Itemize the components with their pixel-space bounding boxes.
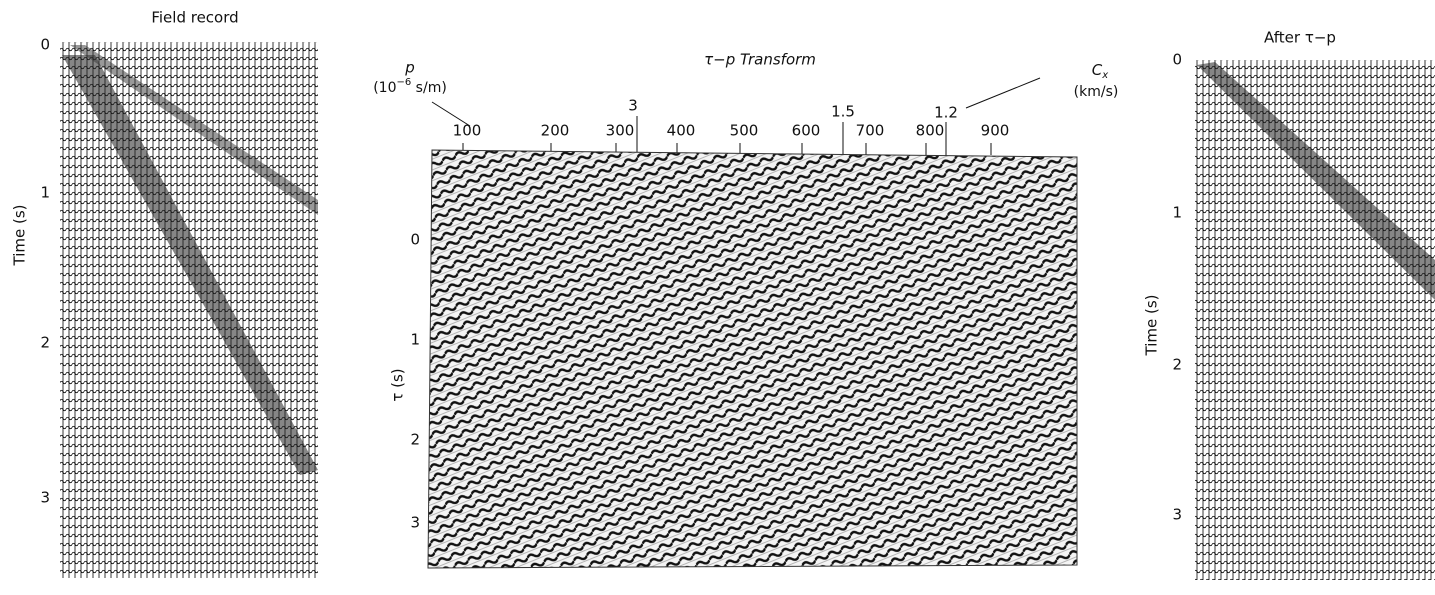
p-tick-label: 600: [792, 122, 821, 140]
seismic-record: [60, 42, 318, 578]
p-tick-label: 800: [916, 122, 945, 140]
label-part: C: [1092, 61, 1103, 79]
p-ticks: 100 200 300 400 500 600 700 800 900: [453, 122, 1010, 155]
seismic-event: [70, 45, 318, 215]
leader-line: [965, 77, 1041, 109]
p-tick-label: 300: [606, 122, 635, 140]
tau-tick-label: 0: [410, 231, 420, 249]
axis-label: Time (s): [1143, 295, 1161, 357]
tau-tick-label: 2: [410, 431, 420, 449]
label-subscript: x: [1101, 70, 1108, 81]
y-tick-label: 1: [40, 184, 50, 202]
p-tick-label: 900: [981, 122, 1010, 140]
y-tick-label: 0: [40, 36, 50, 54]
p-tick-label: 700: [856, 122, 885, 140]
axis-unit: (10−6 s/m): [373, 77, 447, 96]
p-tick-label: 100: [453, 122, 482, 140]
seismic-record: [1195, 60, 1435, 580]
y-tick-label: 2: [1172, 356, 1182, 374]
p-tick-label: 500: [730, 122, 759, 140]
panel-title: Field record: [151, 9, 238, 27]
y-tick-label: 3: [1172, 506, 1182, 524]
cx-tick-label: 3: [628, 97, 638, 115]
axis-label: p: [404, 59, 415, 77]
panel-title: τ−p Transform: [704, 51, 816, 69]
y-tick-label: 0: [1172, 51, 1182, 69]
y-tick-label: 2: [40, 334, 50, 352]
panel-title: After τ−p: [1264, 29, 1336, 47]
tau-tick-label: 1: [410, 331, 420, 349]
tau-p-section: [427, 149, 1078, 569]
seismic-event: [1197, 62, 1435, 300]
p-tick-label: 200: [541, 122, 570, 140]
y-tick-label: 1: [1172, 204, 1182, 222]
y-tick-label: 3: [40, 489, 50, 507]
unit-part: (10: [373, 80, 396, 96]
cx-tick-label: 1.2: [934, 104, 958, 122]
unit-exponent: −6: [396, 77, 411, 88]
tau-tick-label: 3: [410, 514, 420, 532]
axis-label: Time (s): [11, 205, 29, 267]
seismic-event: [62, 55, 318, 475]
leader-line: [431, 101, 471, 127]
axis-label: Cx: [1092, 61, 1108, 82]
axis-unit: (km/s): [1074, 84, 1119, 100]
unit-part: s/m): [411, 80, 447, 96]
p-tick-label: 400: [667, 122, 696, 140]
axis-label: τ (s): [389, 368, 407, 401]
cx-tick-label: 1.5: [831, 103, 855, 121]
